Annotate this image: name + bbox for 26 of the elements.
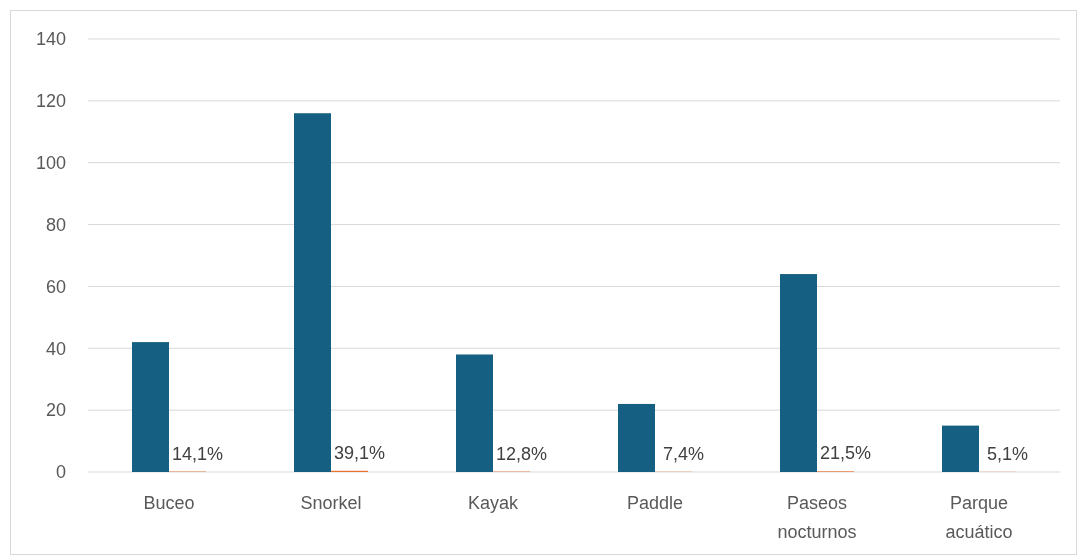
bar [294, 113, 331, 472]
data-label: 39,1% [333, 442, 386, 463]
y-tick-label: 100 [35, 153, 66, 174]
x-tick-label: Parque acuático [945, 493, 1013, 542]
y-tick-label: 20 [45, 400, 66, 421]
y-tick-label: 140 [35, 29, 66, 50]
data-label: 12,8% [495, 443, 548, 464]
bar [132, 342, 169, 472]
bar [456, 354, 493, 472]
data-label: 14,1% [171, 443, 224, 464]
data-label: 7,4% [662, 443, 705, 464]
x-tick-label: Paddle [626, 493, 684, 513]
bar [780, 274, 817, 472]
y-tick-label: 120 [35, 91, 66, 112]
x-tick-label: Paseos nocturnos [777, 493, 857, 542]
data-label: 21,5% [819, 443, 872, 464]
y-tick-label: 40 [45, 338, 66, 359]
x-tick-label: Kayak [467, 493, 520, 513]
x-tick-label: Snorkel [300, 493, 362, 513]
bar [618, 403, 655, 472]
y-tick-label: 0 [55, 462, 66, 483]
data-label: 5,1% [986, 443, 1029, 464]
x-tick-label: Buceo [143, 493, 195, 513]
y-tick-label: 80 [45, 214, 66, 235]
y-tick-label: 60 [45, 276, 66, 297]
bar [942, 425, 979, 472]
